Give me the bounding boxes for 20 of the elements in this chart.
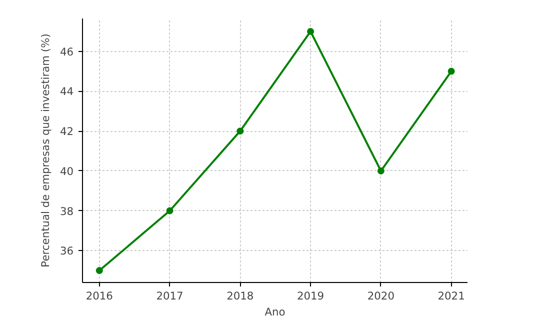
y-tick-label: 40 <box>60 164 74 178</box>
point <box>377 167 384 174</box>
y-tick-label: 44 <box>60 85 74 98</box>
point <box>236 128 244 135</box>
x-axis-title: Ano <box>264 306 286 318</box>
point <box>448 68 455 75</box>
x-tick-label: 2017 <box>156 290 184 302</box>
y-axis-title: Percentual de empresas que investiram (%) <box>38 34 52 268</box>
point <box>307 28 314 35</box>
x-tick-label: 2019 <box>296 290 324 302</box>
y-tick-label: 46 <box>60 45 74 58</box>
point <box>166 207 174 214</box>
x-tick-label: 2016 <box>86 290 114 302</box>
y-tick-label: 38 <box>60 204 74 218</box>
x-tick-label: 2018 <box>226 290 254 302</box>
y-tick-label: 42 <box>60 125 74 138</box>
x-tick-label: 2021 <box>438 290 465 302</box>
y-tick-label: 36 <box>60 244 74 258</box>
point <box>96 267 103 274</box>
x-tick-label: 2020 <box>367 290 395 302</box>
